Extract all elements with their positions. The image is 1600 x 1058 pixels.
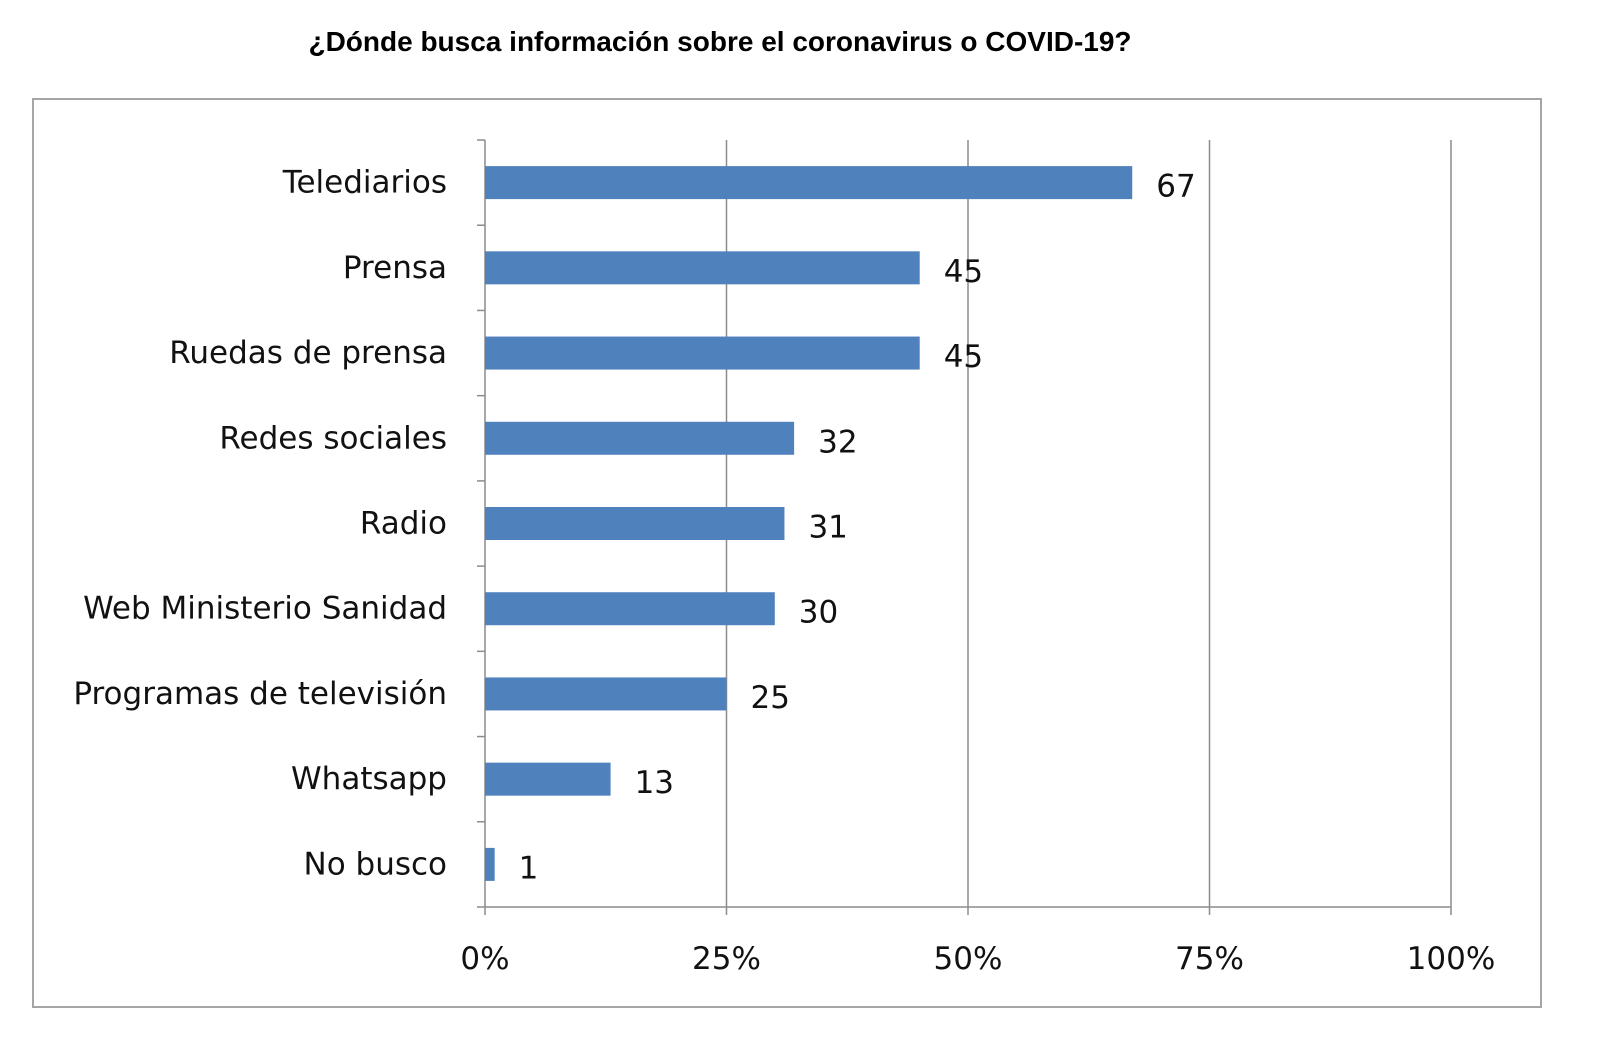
bar [485, 336, 920, 370]
category-label: Programas de televisión [73, 676, 447, 712]
chart-title: ¿Dónde busca información sobre el corona… [308, 26, 1132, 57]
data-label: 1 [519, 850, 539, 886]
data-label: 45 [944, 339, 983, 375]
bar [485, 251, 920, 285]
category-label: Telediarios [282, 165, 447, 201]
x-tick-label: 0% [460, 941, 509, 977]
data-label: 25 [751, 680, 790, 716]
x-tick-label: 50% [934, 941, 1003, 977]
bar [485, 166, 1133, 200]
data-label: 32 [818, 424, 857, 460]
category-label: Ruedas de prensa [169, 335, 447, 371]
data-label: 67 [1156, 169, 1195, 205]
bar [485, 762, 611, 796]
category-label: Prensa [343, 250, 447, 286]
x-tick-label: 25% [692, 941, 761, 977]
bar [485, 592, 775, 626]
data-label: 13 [635, 765, 674, 801]
category-label: Redes sociales [219, 420, 447, 456]
x-tick-label: 75% [1175, 941, 1244, 977]
data-label: 45 [944, 254, 983, 290]
data-label: 31 [808, 510, 847, 546]
bar [485, 507, 785, 540]
category-label: No busco [304, 846, 448, 882]
category-label: Whatsapp [291, 761, 447, 797]
bar [485, 421, 795, 455]
bar [485, 677, 727, 711]
category-label: Web Ministerio Sanidad [83, 591, 447, 627]
chart-frame [32, 98, 1542, 1008]
data-label: 30 [799, 595, 838, 631]
bar [485, 847, 495, 881]
category-label: Radio [360, 506, 447, 542]
x-tick-label: 100% [1407, 941, 1496, 977]
